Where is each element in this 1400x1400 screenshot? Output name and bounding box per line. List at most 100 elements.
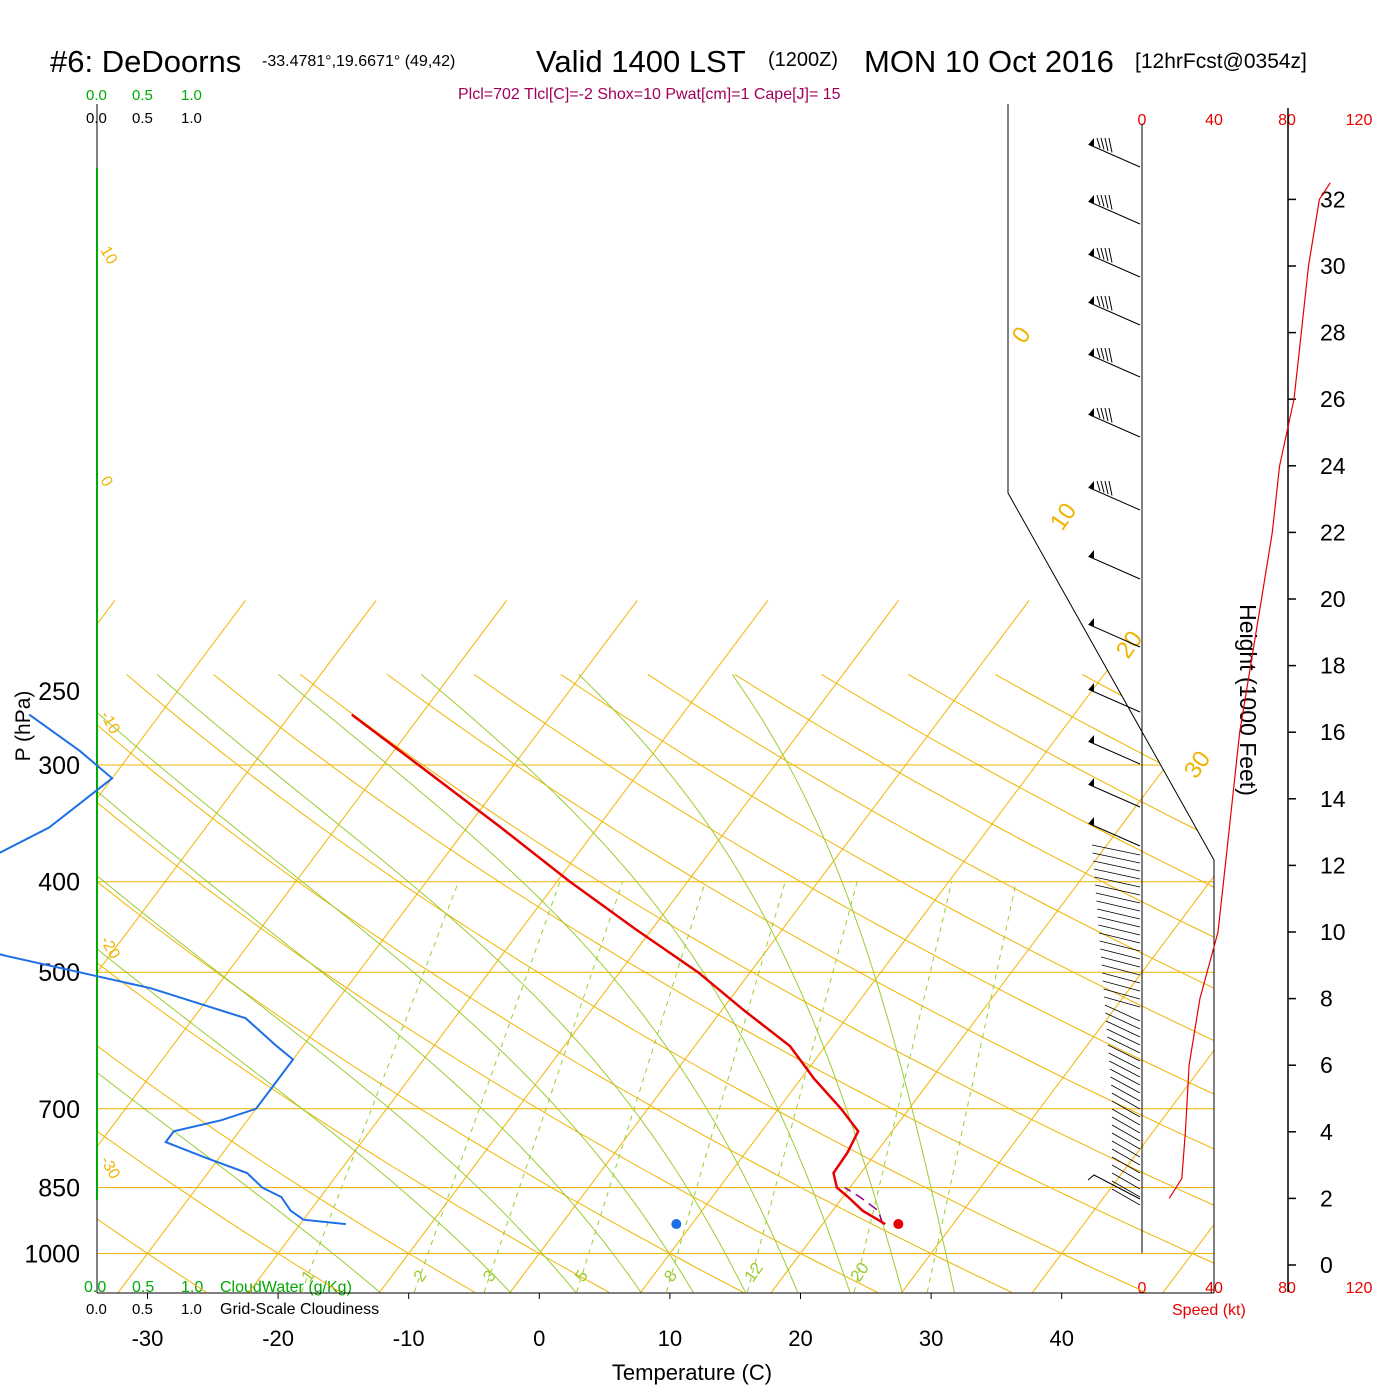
pressure-tick-label: 500	[38, 959, 80, 987]
height-tick-label: 2	[1320, 1185, 1333, 1211]
x-tick-label: 10	[658, 1326, 682, 1351]
wind-barb-staff	[1107, 1044, 1141, 1062]
isotherm-line	[365, 600, 899, 1293]
isotherm-line	[1149, 600, 1214, 1293]
isotherm-labels: 10 0 -10 -20 -30 0 10 20 30	[97, 244, 1217, 1183]
wind-barb-staff	[1099, 940, 1141, 952]
height-axis-title: Height (1000 Feet)	[1235, 604, 1261, 796]
pressure-tick-label: 1000	[24, 1241, 80, 1269]
mixing-ratio-line	[926, 881, 1017, 1293]
moist-adiabat	[278, 674, 799, 1293]
speed-tick-top: 40	[1205, 112, 1223, 129]
mixing-ratio-label: 3	[479, 1267, 500, 1286]
height-tick-label: 16	[1320, 719, 1346, 745]
wind-barb-staff	[1095, 892, 1141, 904]
speed-tick-bottom: 0	[1138, 1280, 1147, 1297]
height-tick-label: 18	[1320, 653, 1346, 679]
isotherm-label: 0	[97, 474, 116, 490]
wind-barb-staff	[1089, 823, 1141, 847]
dry-adiabat	[386, 673, 1214, 1293]
moist-adiabat	[97, 674, 694, 1293]
cloudwater-label: CloudWater (g/Kg)	[220, 1279, 352, 1296]
pressure-axis-ticks: 250 300 400 500 700 850 1000	[24, 678, 80, 1269]
wind-barb-staff	[1111, 1084, 1141, 1102]
dry-adiabat	[734, 673, 1214, 1293]
height-tick-label: 8	[1320, 986, 1333, 1012]
speed-axis-top: 0 40 80 120	[1138, 112, 1373, 129]
station-title: #6: DeDoorns	[50, 44, 241, 79]
height-tick-label: 12	[1320, 852, 1346, 878]
wind-barb-staff	[1089, 556, 1141, 580]
wind-barb-feather	[1096, 347, 1101, 359]
wind-barb-feather	[1096, 480, 1101, 492]
background-lines	[97, 600, 1214, 1293]
surface-temperature-dot	[893, 1219, 904, 1230]
y-axis-title: P (hPa)	[12, 691, 35, 762]
height-tick-label: 22	[1320, 519, 1346, 545]
dry-adiabat	[97, 674, 475, 1293]
cloudwater-tick-top: 1.0	[181, 87, 202, 104]
valid-zulu: (1200Z)	[768, 49, 838, 71]
isotherm-label: -10	[97, 709, 123, 738]
speed-axis-bottom: 0 40 80 120 Speed (kt)	[1138, 1280, 1373, 1319]
wind-barb-feather	[1096, 407, 1101, 419]
wind-barb-staff	[1089, 689, 1141, 713]
wind-barb-staff	[1093, 868, 1141, 880]
wind-barb-feather	[1096, 137, 1101, 149]
pressure-tick-label: 700	[38, 1096, 80, 1124]
wind-barb-feather	[1108, 194, 1113, 210]
height-tick-label: 0	[1320, 1252, 1333, 1278]
speed-tick-bottom: 120	[1346, 1280, 1373, 1297]
wind-barb-pennant	[1088, 195, 1094, 203]
isotherm-label: 10	[1045, 498, 1082, 535]
moist-adiabat	[156, 674, 746, 1293]
wind-barb-staff	[1109, 1068, 1141, 1086]
cloud-scale-bottom: 0.0 0.5 1.0 CloudWater (g/Kg) 0.0 0.5 1.…	[84, 1279, 379, 1318]
wind-barb-pennant	[1088, 817, 1094, 825]
wind-barb-staff	[1094, 876, 1141, 888]
x-tick-label: -30	[132, 1326, 164, 1351]
wind-barb-pennant	[1088, 348, 1094, 356]
temperature-line	[351, 713, 886, 1226]
cloudiness-tick-top: 0.0	[86, 110, 107, 127]
wind-barb-staff	[1100, 948, 1141, 960]
wind-barb-feather	[1104, 480, 1109, 495]
wind-barb-feather	[1104, 247, 1109, 262]
pressure-tick-label: 850	[38, 1175, 80, 1203]
dry-adiabat	[97, 674, 1012, 1293]
pressure-tick-label: 400	[38, 869, 80, 897]
wind-barb-staff	[1089, 624, 1141, 648]
x-tick-label: 0	[533, 1326, 545, 1351]
dry-adiabat	[97, 674, 207, 1293]
height-tick-label: 4	[1320, 1119, 1333, 1145]
dry-adiabat	[213, 674, 1214, 1293]
wind-barb-staff	[1111, 1156, 1141, 1174]
wind-barb-staff	[1098, 932, 1141, 944]
x-tick-label: -10	[393, 1326, 425, 1351]
speed-tick-top: 120	[1346, 112, 1373, 129]
wind-barb-pennant	[1088, 248, 1094, 256]
wind-barb-pennant	[1088, 550, 1094, 558]
x-tick-label: -20	[262, 1326, 294, 1351]
wind-barb-pennant	[1088, 481, 1094, 489]
sounding-profiles	[0, 713, 904, 1230]
wind-barb-staff	[1111, 1164, 1141, 1182]
wind-barb-feather	[1100, 247, 1105, 260]
cloudwater-tick-bottom: 0.0	[84, 1279, 106, 1296]
plot-frame	[96, 104, 1289, 1294]
wind-barb-staff	[1107, 1036, 1141, 1054]
wind-barb-staff	[1093, 860, 1141, 872]
isotherm-label: 30	[1179, 746, 1216, 783]
wind-barb-feather	[1108, 295, 1113, 311]
mixing-ratio-line	[853, 881, 953, 1293]
wind-barb-staff	[1111, 1100, 1141, 1118]
cloudiness-tick-bottom: 0.5	[132, 1301, 153, 1318]
wind-barb-staff	[1089, 414, 1141, 438]
x-tick-label: 40	[1049, 1326, 1073, 1351]
moist-adiabat	[420, 674, 851, 1293]
wind-barb-feather	[1108, 407, 1113, 423]
wind-barb-staff	[1089, 487, 1141, 511]
station-coords: -33.4781°,19.6671° (49,42)	[262, 53, 455, 70]
